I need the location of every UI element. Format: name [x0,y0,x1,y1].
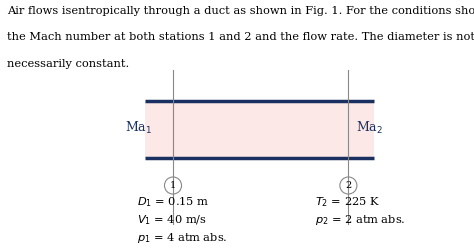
Text: $p_1$ = 4 atm abs.: $p_1$ = 4 atm abs. [137,231,228,245]
Text: Ma$_1$: Ma$_1$ [125,120,152,136]
Text: $D_1$ = 0.15 m: $D_1$ = 0.15 m [137,195,210,209]
Text: $p_2$ = 2 atm abs.: $p_2$ = 2 atm abs. [315,213,406,227]
Text: the Mach number at both stations 1 and 2 and the flow rate. The diameter is not: the Mach number at both stations 1 and 2… [7,32,474,42]
Text: necessarily constant.: necessarily constant. [7,59,129,68]
Text: $V_1$ = 40 m/s: $V_1$ = 40 m/s [137,213,207,227]
Text: 1: 1 [170,181,176,190]
Text: $T_2$ = 225 K: $T_2$ = 225 K [315,195,380,209]
Text: 2: 2 [345,181,352,190]
Bar [145,101,374,158]
Text: Air flows isentropically through a duct as shown in Fig. 1. For the conditions s: Air flows isentropically through a duct … [7,6,474,16]
Text: Ma$_2$: Ma$_2$ [356,120,383,136]
